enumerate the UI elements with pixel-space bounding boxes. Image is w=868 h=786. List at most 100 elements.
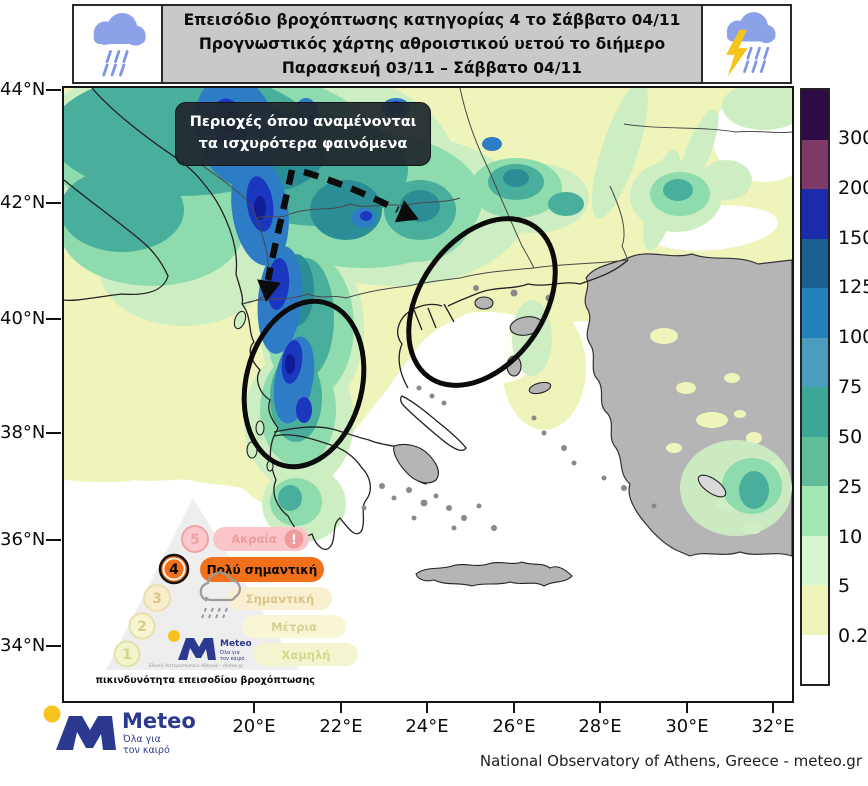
logo-dot xyxy=(43,705,61,723)
crete-island xyxy=(415,561,573,587)
target-ellipse-east xyxy=(406,216,558,388)
level2-circle xyxy=(128,612,156,640)
caption-strip xyxy=(104,670,300,688)
pill-level1-label: Χαμηλή xyxy=(282,648,331,662)
colorbar-label: 10 xyxy=(838,525,863,548)
lon-label: 30°E xyxy=(665,716,709,737)
mini-logo-subtitle: Εθνικό Αστεροσκοπείο Αθηνών - meteo.gr xyxy=(149,662,244,669)
exclamation-mark: ! xyxy=(291,533,297,548)
arrow-east xyxy=(303,168,400,213)
lon-tick xyxy=(772,701,774,713)
logo-brand: Meteo xyxy=(122,709,196,733)
level3-number: 3 xyxy=(152,591,162,607)
pill-level5 xyxy=(213,527,309,551)
pill-level4-label: Πολύ σημαντική xyxy=(207,563,318,577)
colorbar-label: 150 xyxy=(838,226,868,249)
exclamation-icon xyxy=(284,529,304,549)
level2-number: 2 xyxy=(137,619,147,635)
lon-label: 28°E xyxy=(578,716,622,737)
colorbar-segment xyxy=(802,139,828,189)
pill-level2 xyxy=(242,615,346,638)
level4-inner-ring xyxy=(162,557,186,581)
colorbar-label: 100 xyxy=(838,326,868,349)
colorbar-label: 25 xyxy=(838,475,863,498)
lat-tick xyxy=(46,318,61,320)
lon-tick xyxy=(599,701,601,713)
arrow-west-head xyxy=(257,279,281,302)
lon-tick xyxy=(340,701,342,713)
mini-logo-tagline1: Όλα για xyxy=(219,649,241,656)
lon-tick xyxy=(426,701,428,713)
callout-line-2: τα ισχυρότερα φαινόμενα xyxy=(198,135,408,152)
level5-circle xyxy=(181,525,209,553)
colorbar-segment xyxy=(802,90,828,140)
arrow-west xyxy=(264,169,296,281)
colorbar-segment xyxy=(802,436,828,486)
colorbar-label: 200 xyxy=(838,176,868,199)
lat-label: 38°N xyxy=(0,422,46,443)
pill-level2-label: Μέτρια xyxy=(271,620,317,634)
title-line-3: Παρασκευή 03/11 – Σάββατο 04/11 xyxy=(281,59,583,77)
lat-label: 34°N xyxy=(0,635,46,656)
lat-tick xyxy=(46,645,61,647)
header: Επεισόδιο βροχόπτωσης κατηγορίας 4 το Σά… xyxy=(72,4,792,84)
storm-cloud-icon xyxy=(701,6,790,82)
pill-level1 xyxy=(254,643,358,666)
level1-number: 1 xyxy=(122,647,132,663)
mini-meteo-logo: Meteo Όλα για τον καιρό Εθνικό Αστεροσκο… xyxy=(149,630,252,669)
colorbar-label: 75 xyxy=(838,376,863,398)
arrow-east-head xyxy=(394,200,419,223)
lon-label: 32°E xyxy=(751,716,795,737)
colorbar-label: 125 xyxy=(838,276,868,299)
colorbar-segment xyxy=(802,238,828,288)
rain-cloud-icon xyxy=(74,6,163,82)
colorbar-label: 50 xyxy=(838,425,863,448)
title-line-2: Προγνωστικός χάρτης αθροιστικού υετού το… xyxy=(198,34,666,53)
logo-tagline2: τον καιρό xyxy=(123,745,170,756)
risk-pyramid-legend: Ακραία ! Πολύ σημαντική Σημαντική Μέτρια… xyxy=(89,490,381,692)
level1-circle xyxy=(113,640,141,668)
lat-label: 44°N xyxy=(0,79,46,100)
lon-label: 20°E xyxy=(232,716,276,737)
lon-label: 24°E xyxy=(405,716,449,737)
colorbar-label: 300 xyxy=(838,126,868,149)
lat-tick xyxy=(46,539,61,541)
no-data-islands xyxy=(233,296,727,587)
lon-tick xyxy=(253,701,255,713)
pill-level3-label: Σημαντική xyxy=(246,592,314,606)
colorbar-segment xyxy=(802,486,828,536)
lat-label: 42°N xyxy=(0,192,46,213)
mini-logo-tagline2: τον καιρό xyxy=(220,655,245,662)
target-ellipse-west xyxy=(241,298,367,470)
logo-m xyxy=(56,716,116,750)
colorbar-segment xyxy=(802,337,828,387)
lon-label: 26°E xyxy=(492,716,536,737)
pill-level5-label: Ακραία xyxy=(231,532,277,546)
page-title: Επεισόδιο βροχόπτωσης κατηγορίας 4 το Σά… xyxy=(163,6,701,82)
pill-level4 xyxy=(200,557,324,582)
pyramid-caption: Επικινδυνότητα επεισοδίου βροχόπτωσης xyxy=(96,675,315,686)
mini-logo-dot xyxy=(168,630,180,642)
highlight-ellipses xyxy=(241,216,558,470)
title-line-1: Επεισόδιο βροχόπτωσης κατηγορίας 4 το Σά… xyxy=(183,10,681,29)
coastlines xyxy=(64,88,629,550)
attica-patch xyxy=(393,443,439,484)
colorbar-label: 5 xyxy=(838,575,851,598)
lon-tick xyxy=(513,701,515,713)
mini-logo-brand: Meteo xyxy=(220,639,252,649)
lat-tick xyxy=(46,432,61,434)
colorbar-segment xyxy=(802,189,828,239)
country-borders xyxy=(183,88,792,305)
southeast-rain-blob xyxy=(680,440,792,536)
level4-number: 4 xyxy=(169,562,179,578)
callout-line-1: Περιοχές όπου αναμένονται xyxy=(189,114,417,130)
lat-tick xyxy=(46,202,61,204)
colorbar-segment xyxy=(802,288,828,338)
lat-label: 40°N xyxy=(0,308,46,329)
logo-tagline1: Όλα για xyxy=(122,734,161,745)
precipitation-colorbar xyxy=(800,88,830,686)
colorbar-segment xyxy=(802,634,828,684)
level3-circle xyxy=(143,584,171,612)
colorbar-segment xyxy=(802,585,828,635)
